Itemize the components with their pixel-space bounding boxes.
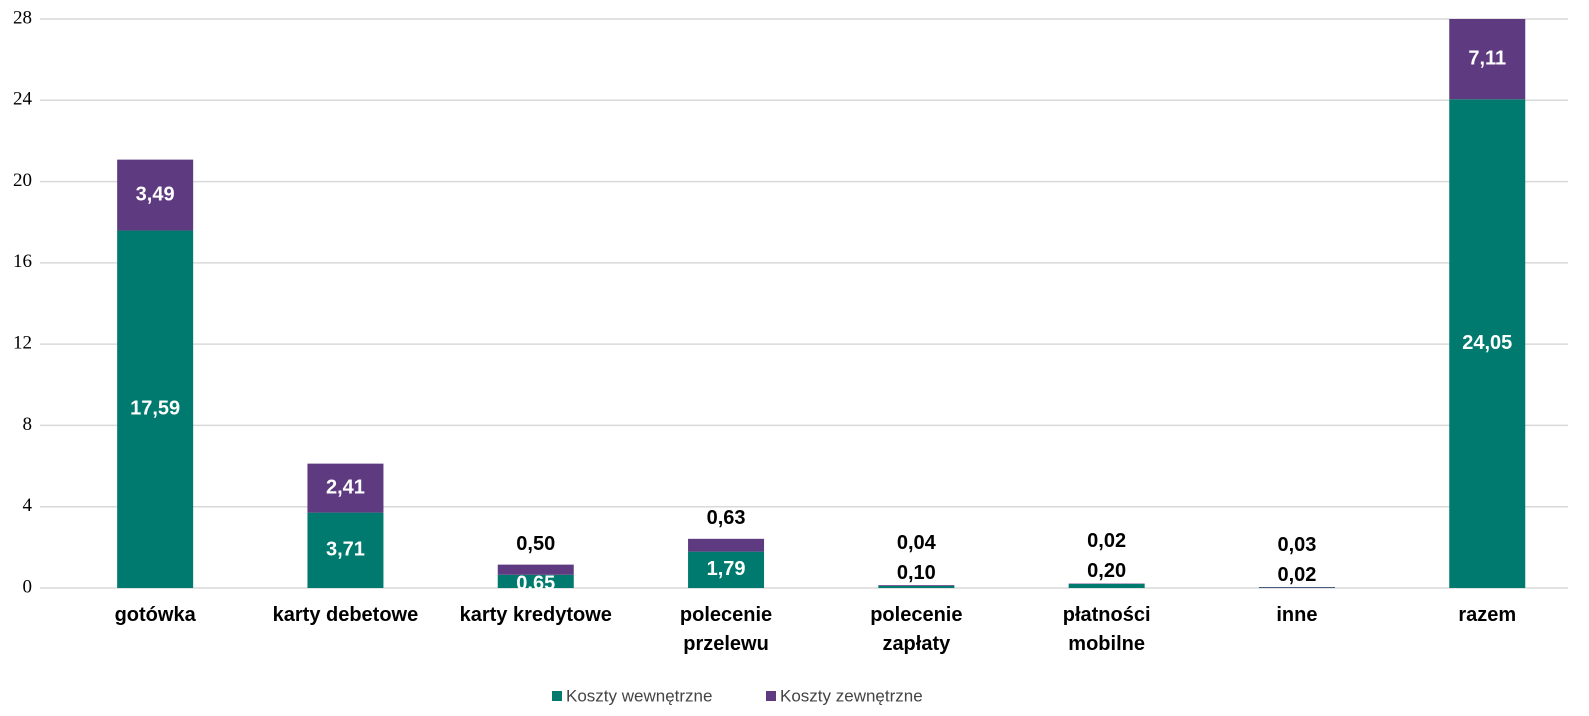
data-label: 7,11: [1468, 47, 1506, 69]
data-label: 0,63: [707, 507, 746, 529]
y-tick-label: 12: [13, 333, 32, 354]
bar-segment: [1449, 19, 1526, 100]
legend-swatch: [552, 691, 562, 701]
data-label: 0,03: [1277, 534, 1316, 556]
legend-label: Koszty wewnętrzne: [566, 686, 712, 705]
bar-segment: [1068, 583, 1145, 588]
bar-segment: [117, 230, 194, 588]
bar-segment: [307, 463, 384, 513]
y-tick-label: 8: [23, 414, 33, 435]
x-tick-label: polecenie przelewu: [679, 604, 773, 655]
y-tick-label: 28: [13, 7, 32, 28]
y-tick-label: 20: [13, 170, 32, 191]
x-tick-label: polecenie zapłaty: [870, 604, 963, 655]
data-label: 0,02: [1277, 564, 1316, 586]
bar-segment: [688, 551, 765, 588]
y-tick-label: 0: [23, 576, 33, 597]
bars: [117, 19, 1526, 588]
bar-segment: [1449, 99, 1526, 588]
bar-segment: [878, 585, 955, 586]
bar-segment: [688, 538, 765, 552]
bar-segment: [1258, 586, 1335, 588]
bar-segment: [307, 512, 384, 588]
data-label: 1,79: [707, 558, 746, 580]
data-label: 0,50: [516, 533, 555, 555]
x-tick-label: gotówka: [114, 604, 196, 626]
data-label: 24,05: [1462, 332, 1512, 354]
x-tick-label: karty debetowe: [272, 604, 419, 626]
data-label: 3,49: [136, 183, 175, 205]
data-label: 17,59: [130, 398, 180, 420]
x-tick-label: płatności mobilne: [1062, 604, 1151, 655]
x-tick-label: razem: [1458, 604, 1517, 626]
data-label: 0,20: [1087, 560, 1126, 582]
bar-segment: [117, 159, 194, 231]
data-label: 0,65: [516, 573, 555, 595]
bar-segment: [497, 574, 574, 588]
bar-segment: [878, 585, 955, 588]
data-label: 0,02: [1087, 530, 1126, 552]
data-label: 0,04: [897, 532, 937, 554]
y-tick-label: 24: [13, 89, 33, 110]
x-tick-label: inne: [1276, 604, 1318, 626]
data-label: 2,41: [326, 476, 365, 498]
data-label: 0,10: [897, 562, 936, 584]
x-tick-label: karty kredytowe: [459, 604, 612, 626]
bar-segment: [497, 564, 574, 575]
legend-swatch: [766, 691, 776, 701]
legend-label: Koszty zewnętrzne: [780, 686, 923, 705]
y-tick-label: 4: [23, 495, 33, 516]
data-label: 3,71: [326, 539, 365, 561]
y-tick-label: 16: [13, 251, 32, 272]
